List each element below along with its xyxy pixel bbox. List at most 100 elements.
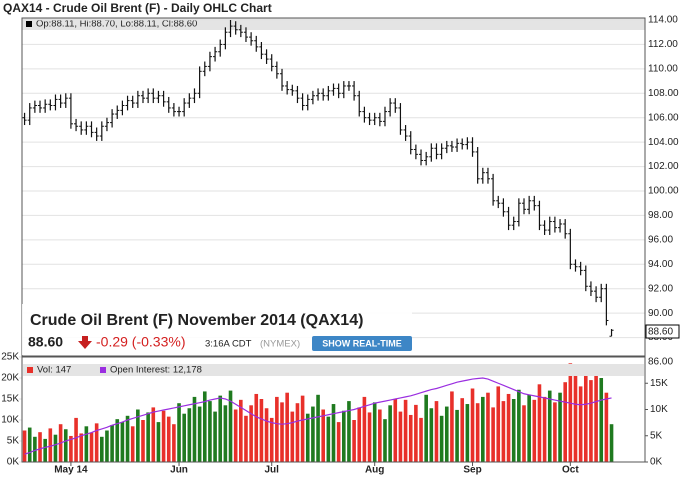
volume-bar xyxy=(110,425,114,462)
y-tick-label: 86.00 xyxy=(648,357,673,368)
volume-bar xyxy=(419,417,423,462)
volume-bar xyxy=(568,363,573,462)
volume-bar xyxy=(172,424,176,462)
volume-bar xyxy=(316,394,320,462)
legend-label: Vol: 147 xyxy=(37,365,71,376)
volume-bar xyxy=(38,432,42,462)
volume-bar xyxy=(94,423,99,462)
volume-bar xyxy=(100,436,104,462)
volume-bar xyxy=(465,404,470,462)
realtime-button[interactable] xyxy=(312,336,412,351)
volume-bar xyxy=(89,432,94,462)
volume-bar xyxy=(372,402,377,462)
volume-bar xyxy=(156,422,161,462)
volume-bar xyxy=(69,435,73,462)
x-tick-label: Sep xyxy=(463,465,481,476)
volume-bar xyxy=(269,417,274,462)
volume-bar xyxy=(146,412,150,462)
volume-bar xyxy=(290,411,295,462)
y-tick-label: 102.00 xyxy=(648,161,679,172)
volume-bar xyxy=(547,390,552,462)
volume-bar xyxy=(105,430,109,462)
volume-bar xyxy=(74,417,78,462)
volume-bar xyxy=(233,409,238,462)
volume-bar xyxy=(223,405,228,462)
volume-bar xyxy=(450,391,454,462)
y2-tick-label: 5K xyxy=(650,430,663,441)
volume-bar xyxy=(228,390,233,462)
volume-bar xyxy=(475,403,480,462)
ohlc-readout: Op:88.11, Hi:88.70, Lo:88.11, Cl:88.60 xyxy=(36,19,197,30)
volume-bar xyxy=(151,407,156,462)
quote-exchange: (NYMEX) xyxy=(260,339,300,350)
volume-bar xyxy=(341,410,346,462)
realtime-button-label[interactable]: SHOW REAL-TIME xyxy=(322,338,402,348)
volume-bar xyxy=(244,415,248,462)
volume-bar xyxy=(22,430,27,462)
y-tick-label: 100.00 xyxy=(648,186,679,197)
volume-bar xyxy=(398,411,403,462)
volume-bar xyxy=(161,410,166,462)
volume-bar xyxy=(166,416,171,462)
open-interest-line xyxy=(24,377,612,455)
volume-bar xyxy=(254,393,259,462)
volume-bar xyxy=(79,433,84,462)
quote-name: Crude Oil Brent (F) November 2014 (QAX14… xyxy=(30,312,363,329)
volume-bar xyxy=(347,401,351,462)
volume-bar xyxy=(491,407,495,462)
volume-bar xyxy=(583,367,588,462)
y-tick-label: 98.00 xyxy=(648,210,673,221)
volume-bar xyxy=(388,405,392,462)
volume-bar xyxy=(192,396,197,462)
volume-bar xyxy=(578,386,583,462)
volume-bar xyxy=(197,406,202,462)
volume-bar xyxy=(542,396,547,462)
volume-bar xyxy=(609,424,614,462)
volume-legend-band xyxy=(23,364,644,376)
volume-bar xyxy=(239,399,243,462)
y-tick-label: 25K xyxy=(1,352,19,363)
volume-bar xyxy=(213,411,217,462)
volume-bar xyxy=(264,408,269,462)
y-tick-label: 114.00 xyxy=(648,15,678,26)
volume-bar xyxy=(48,428,53,462)
volume-bar xyxy=(511,399,516,462)
y-tick-label: 10K xyxy=(1,415,19,426)
volume-bar xyxy=(300,395,305,462)
volume-bar xyxy=(589,380,593,462)
volume-bar xyxy=(130,426,135,462)
y-tick-label: 104.00 xyxy=(648,137,679,148)
volume-bar xyxy=(383,419,387,462)
y-tick-label: 108.00 xyxy=(648,88,679,99)
quote-time: 3:16A CDT xyxy=(205,339,252,350)
quote-change: -0.29 (-0.33%) xyxy=(96,334,185,350)
volume-bar xyxy=(367,412,372,462)
volume-bar xyxy=(331,404,336,462)
y2-tick-label: 0K xyxy=(650,457,663,468)
x-tick-label: Jun xyxy=(170,465,188,476)
volume-bar xyxy=(218,395,223,462)
volume-bar xyxy=(424,394,428,462)
volume-bar xyxy=(403,399,408,462)
volume-bar xyxy=(136,409,140,462)
y2-tick-label: 10K xyxy=(650,404,668,415)
volume-bar xyxy=(84,426,89,462)
volume-bar xyxy=(558,392,562,462)
volume-bar xyxy=(295,403,300,462)
volume-bar xyxy=(141,420,145,462)
volume-bar xyxy=(352,420,356,462)
chart-title: QAX14 - Crude Oil Brent (F) - Daily OHLC… xyxy=(3,1,272,15)
volume-bar xyxy=(455,409,459,462)
volume-bar xyxy=(470,388,475,462)
volume-bar xyxy=(321,409,326,462)
volume-bar xyxy=(444,406,449,462)
volume-bar xyxy=(604,392,609,462)
volume-bar xyxy=(553,402,557,462)
legend-label: Open Interest: 12,178 xyxy=(110,365,202,376)
legend-swatch xyxy=(100,367,106,373)
y-tick-label: 110.00 xyxy=(648,63,678,74)
volume-bar xyxy=(305,413,310,462)
volume-bar xyxy=(362,396,367,462)
